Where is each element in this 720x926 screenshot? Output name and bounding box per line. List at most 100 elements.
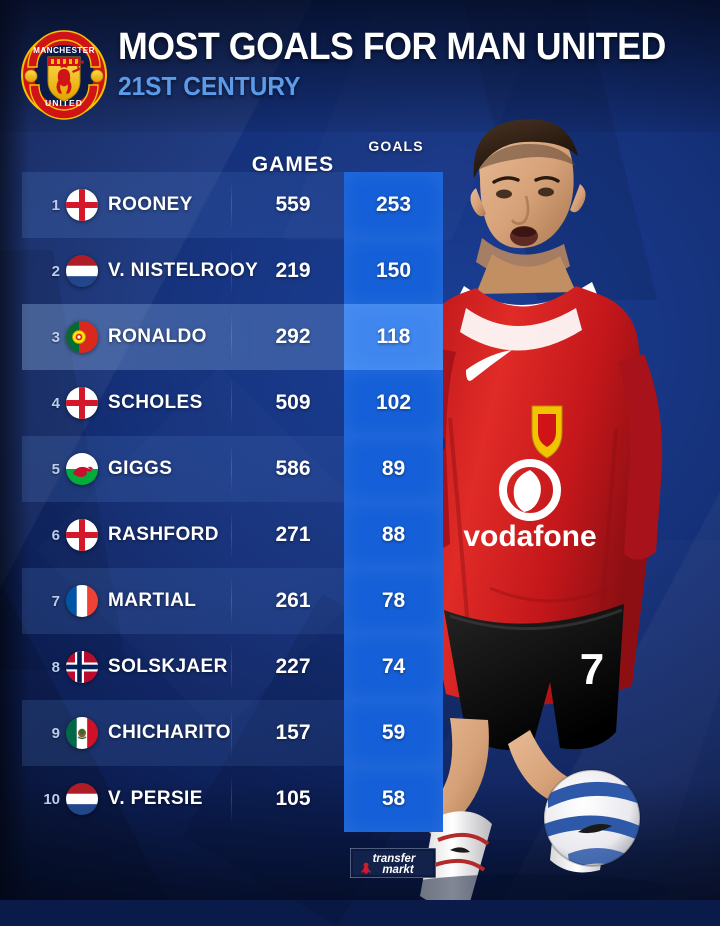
goals-value: 253: [375, 193, 412, 216]
column-divider: [231, 378, 232, 428]
column-divider: [231, 708, 232, 758]
table-row[interactable]: 150 2 V. NISTELROOY 219: [0, 238, 460, 304]
rank-number: 10: [43, 790, 60, 808]
games-value: 105: [275, 787, 311, 810]
player-name: ROONEY: [108, 194, 193, 215]
cristiano-ronaldo-photo: vodafone 7: [420, 118, 720, 900]
norway-flag-icon: [66, 651, 98, 683]
games-value: 292: [275, 325, 311, 348]
svg-text:vodafone: vodafone: [463, 520, 596, 553]
table-rows: 253 1 ROONEY 559 150 2 V. NISTELROOY 219 118 3 RON…: [0, 172, 460, 832]
goals-cell: 150: [344, 238, 443, 304]
england-flag-icon: [66, 387, 98, 419]
column-divider: [231, 576, 232, 626]
goals-value: 88: [381, 523, 406, 546]
header: MANCHESTER UNITED: [0, 0, 720, 130]
player-name: V. PERSIE: [108, 788, 203, 809]
table-row[interactable]: 253 1 ROONEY 559: [0, 172, 460, 238]
games-value: 261: [275, 589, 311, 612]
rank-number: 8: [51, 658, 60, 676]
netherlands-flag-icon: [66, 255, 98, 287]
column-divider: [231, 180, 232, 230]
goals-value: 59: [381, 721, 406, 744]
page-subtitle: 21ST CENTURY: [118, 71, 301, 101]
rank-number: 7: [51, 592, 60, 610]
manchester-united-crest-icon: MANCHESTER UNITED: [20, 27, 108, 123]
column-header-games: GAMES: [251, 153, 335, 176]
player-name: V. NISTELROOY: [108, 260, 259, 281]
rank-number: 9: [51, 724, 60, 742]
table-row[interactable]: 118 3 RONALDO 292: [0, 304, 460, 370]
goals-value: 74: [381, 655, 406, 678]
column-divider: [231, 774, 232, 824]
games-value: 559: [275, 193, 311, 216]
goals-value: 78: [381, 589, 406, 612]
goals-cell: 59: [344, 700, 443, 766]
column-divider: [231, 246, 232, 296]
goals-cell: 74: [344, 634, 443, 700]
rank-number: 5: [51, 460, 60, 478]
player-name: CHICHARITO: [108, 722, 231, 743]
column-divider: [231, 642, 232, 692]
goals-cell: 118: [344, 304, 443, 370]
transfermarkt-logo-icon[interactable]: transfer markt: [349, 847, 437, 879]
player-name: RASHFORD: [108, 524, 219, 545]
table-row[interactable]: 74 8 SOLSKJAER 227: [0, 634, 460, 700]
mexico-flag-icon: [66, 717, 98, 749]
games-value: 219: [275, 259, 311, 282]
player-name: RONALDO: [108, 326, 207, 347]
games-value: 271: [275, 523, 311, 546]
games-value: 586: [275, 457, 311, 480]
netherlands-flag-icon: [66, 783, 98, 815]
column-divider: [231, 312, 232, 362]
table-row[interactable]: 102 4 SCHOLES 509: [0, 370, 460, 436]
jersey-sponsor: vodafone: [463, 459, 597, 553]
rank-number: 3: [51, 328, 60, 346]
wales-flag-icon: [66, 453, 98, 485]
svg-text:MANCHESTER: MANCHESTER: [33, 46, 95, 55]
table-row[interactable]: 78 7 MARTIAL 261: [0, 568, 460, 634]
player-shorts: 7: [444, 604, 624, 751]
player-name: SOLSKJAER: [108, 656, 228, 677]
table-row[interactable]: 88 6 RASHFORD 271: [0, 502, 460, 568]
rank-number: 6: [51, 526, 60, 544]
rank-number: 2: [51, 262, 60, 280]
games-value: 509: [275, 391, 311, 414]
england-flag-icon: [66, 189, 98, 221]
goals-cell: 58: [344, 766, 443, 832]
france-flag-icon: [66, 585, 98, 617]
table-row[interactable]: 58 10 V. PERSIE 105: [0, 766, 460, 832]
rank-number: 4: [51, 394, 60, 412]
rank-number: 1: [51, 196, 60, 214]
player-name: GIGGS: [108, 458, 173, 479]
football: [543, 769, 641, 867]
column-divider: [231, 510, 232, 560]
player-name: SCHOLES: [108, 392, 203, 413]
svg-text:transfer: transfer: [373, 853, 416, 865]
goals-value: 58: [381, 787, 406, 810]
goals-cell: 89: [344, 436, 443, 502]
england-flag-icon: [66, 519, 98, 551]
games-value: 157: [275, 721, 311, 744]
goals-value: 150: [375, 259, 412, 282]
goals-value: 89: [381, 457, 406, 480]
svg-text:UNITED: UNITED: [45, 98, 83, 108]
portugal-flag-icon: [66, 321, 98, 353]
svg-text:markt: markt: [382, 864, 414, 876]
player-head: [470, 119, 586, 281]
column-header-goals: GOALS: [368, 138, 424, 154]
goals-cell: 102: [344, 370, 443, 436]
goals-cell: 88: [344, 502, 443, 568]
svg-text:7: 7: [580, 645, 604, 694]
goals-value: 118: [376, 325, 411, 348]
table-column-headers: GAMES GOALS: [0, 132, 460, 176]
games-value: 227: [275, 655, 311, 678]
goals-cell: 78: [344, 568, 443, 634]
table-row[interactable]: 59 9 CHICHARITO 157: [0, 700, 460, 766]
page-title: MOST GOALS FOR MAN UNITED: [118, 26, 666, 68]
goals-cell: 253: [344, 172, 443, 238]
rankings-table: GAMES GOALS 253 1 ROONEY 559 150 2 V. NISTELRO…: [0, 132, 460, 832]
title-block: MOST GOALS FOR MAN UNITED 21ST CENTURY: [118, 28, 701, 99]
player-name: MARTIAL: [108, 590, 197, 611]
table-row[interactable]: 89 5 GIGGS 586: [0, 436, 460, 502]
